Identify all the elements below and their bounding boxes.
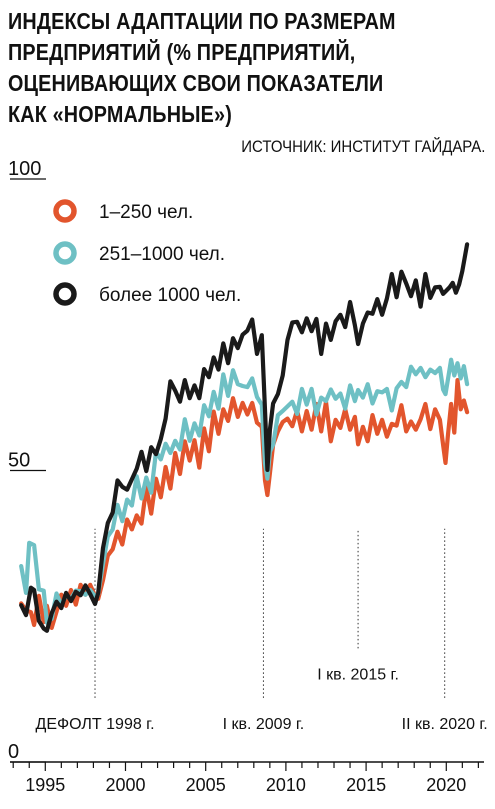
y-tick-label: 100: [8, 158, 41, 180]
y-tick-label: 0: [8, 741, 19, 763]
legend-layer: 1–250 чел. 251–1000 чел. более 1000 чел.: [53, 199, 241, 306]
x-tick-label: 2020: [426, 775, 466, 795]
legend-label-2: 251–1000 чел.: [99, 244, 225, 265]
source-note: ИСТОЧНИК: ИНСТИТУТ ГАЙДАРА.: [240, 137, 485, 156]
series-line-2: [19, 357, 470, 625]
annotation-label: I кв. 2015 г.: [317, 667, 399, 684]
x-tick-label: 2005: [186, 775, 226, 795]
y-tick-label: 50: [8, 450, 30, 472]
annotation-label: II кв. 2020 г.: [402, 716, 488, 733]
legend-marker-2: [53, 241, 77, 265]
title-line-2: ПРЕДПРИЯТИЙ (% ПРЕДПРИЯТИЙ,: [8, 39, 356, 65]
axis-layer: 1995 2000 2005 2010 2015 2020 ДЕФОЛТ 1998 г. I …: [10, 528, 488, 795]
legend-label-3: более 1000 чел.: [99, 285, 241, 306]
legend-marker-1: [53, 199, 77, 223]
legend-marker-3: [53, 282, 77, 306]
legend-label-1: 1–250 чел.: [99, 202, 193, 223]
annotation-label: I кв. 2009 г.: [223, 716, 305, 733]
series-layer: [19, 242, 470, 633]
grid-layer: 100 50 0: [8, 158, 46, 763]
title-line-4: КАК «НОРМАЛЬНЫЕ»): [8, 101, 232, 127]
series-line-3: [19, 242, 470, 633]
annotation-label: ДЕФОЛТ 1998 г.: [35, 716, 154, 733]
x-tick-label: 2000: [105, 775, 145, 795]
x-tick-label: 1995: [25, 775, 65, 795]
x-tick-label: 2015: [346, 775, 386, 795]
title-line-3: ОЦЕНИВАЮЩИХ СВОИ ПОКАЗАТЕЛИ: [8, 70, 384, 96]
x-tick-label: 2010: [266, 775, 306, 795]
title-line-1: ИНДЕКСЫ АДАПТАЦИИ ПО РАЗМЕРАМ: [8, 8, 396, 34]
chart-title: ИНДЕКСЫ АДАПТАЦИИ ПО РАЗМЕРАМ ПРЕДПРИЯТИ…: [8, 6, 421, 130]
